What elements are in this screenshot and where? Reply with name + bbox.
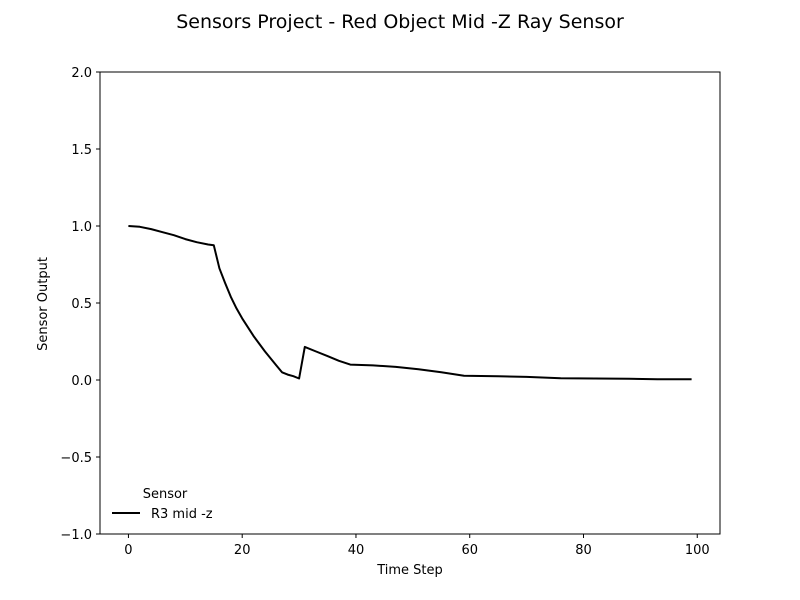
plot-area	[99, 71, 721, 535]
x-tick-label: 100	[685, 543, 710, 558]
series-layer	[128, 225, 692, 381]
chart-title: Sensors Project - Red Object Mid -Z Ray …	[176, 11, 624, 33]
plot-frame	[99, 71, 721, 535]
y-axis-label: Sensor Output	[36, 257, 51, 351]
y-tick-label: 2.0	[71, 66, 92, 81]
y-tick-label: 0.0	[71, 374, 92, 389]
series-line-r3-mid-z	[128, 225, 692, 381]
y-axis: −1.0 −0.5 0.0 0.5 1.0 1.5 2.0	[60, 66, 100, 543]
legend-entry-label: R3 mid -z	[151, 507, 213, 522]
x-tick-label: 0	[124, 543, 132, 558]
x-axis-label: Time Step	[376, 563, 443, 578]
y-tick-label: −1.0	[60, 528, 92, 543]
y-tick-label: 1.5	[71, 143, 92, 158]
x-tick-label: 40	[348, 543, 365, 558]
x-tick-label: 80	[575, 543, 592, 558]
legend-title: Sensor	[143, 487, 188, 502]
y-tick-label: 0.5	[71, 297, 92, 312]
legend: Sensor R3 mid -z	[112, 487, 213, 522]
y-tick-label: 1.0	[71, 220, 92, 235]
y-tick-label: −0.5	[60, 451, 92, 466]
x-tick-label: 20	[234, 543, 251, 558]
x-axis: 0 20 40 60 80 100	[124, 534, 710, 558]
x-tick-label: 60	[461, 543, 478, 558]
